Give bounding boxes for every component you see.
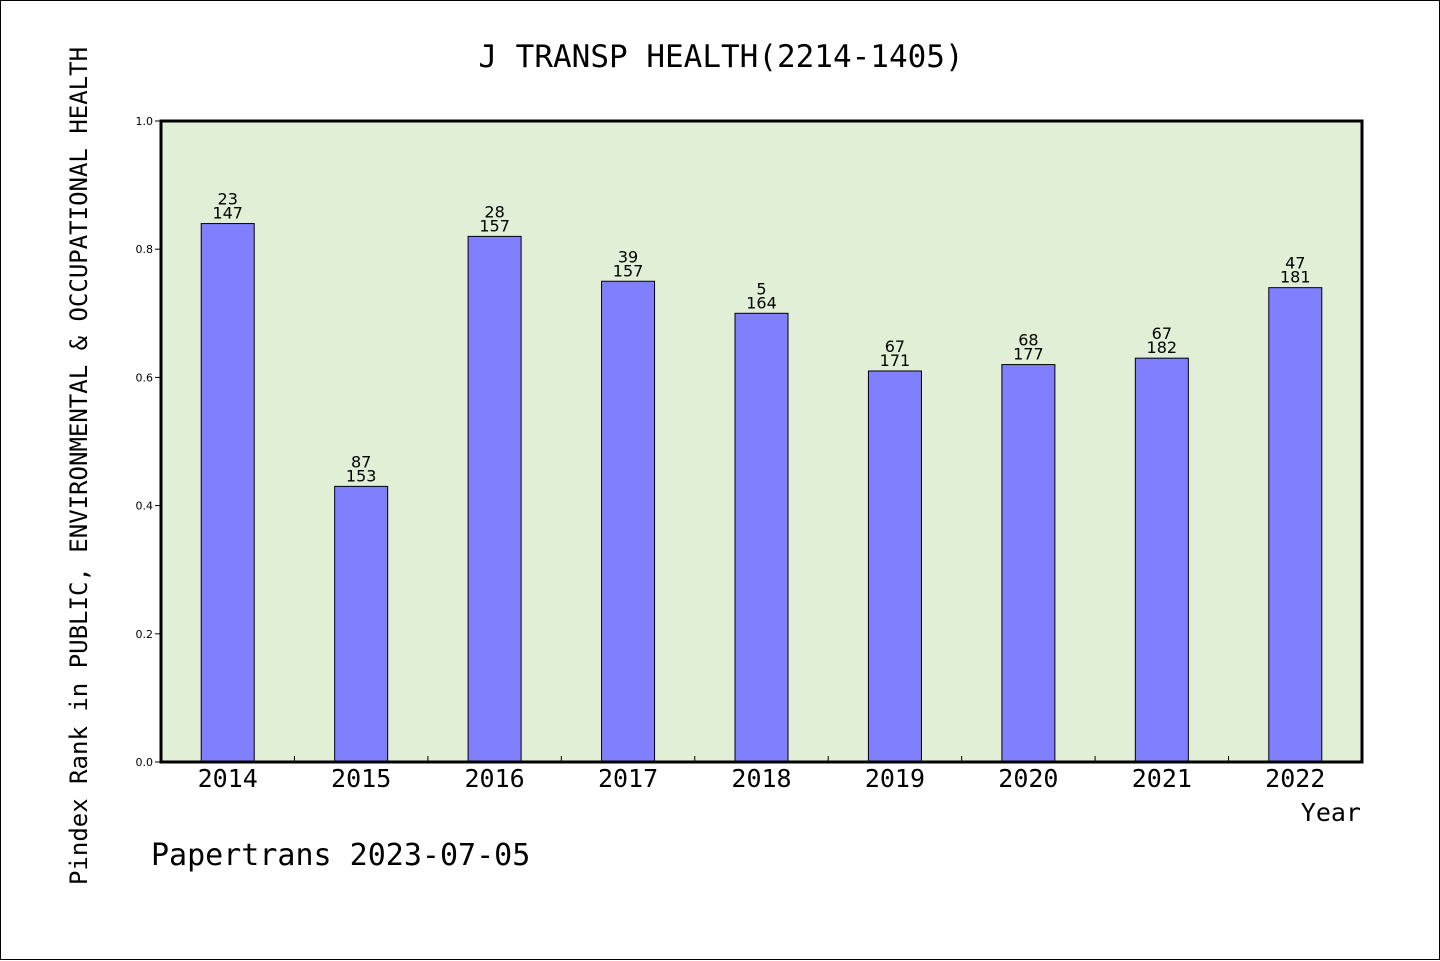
- bar-rank-label-2022: 47: [1285, 254, 1305, 273]
- bar-total-label-2015: 153: [346, 466, 377, 485]
- y-tick-label: 0.0: [136, 756, 154, 769]
- bars-layer: 2314787153281573915751646717168177671824…: [200, 190, 1323, 763]
- x-tick-label-2016: 2016: [465, 764, 525, 793]
- bar-total-label-2021: 182: [1147, 338, 1178, 357]
- y-tick-label: 0.2: [136, 628, 154, 641]
- bar-total-label-2018: 164: [746, 293, 777, 312]
- bar-2016: [467, 235, 522, 763]
- x-tick-label-2021: 2021: [1132, 764, 1192, 793]
- x-axis-label: Year: [1301, 798, 1361, 827]
- bar-2020: [1001, 364, 1056, 763]
- x-tick-label-2015: 2015: [331, 764, 391, 793]
- bar-total-label-2020: 177: [1013, 345, 1044, 364]
- bar-2021: [1134, 357, 1189, 763]
- x-tick-label-2014: 2014: [198, 764, 258, 793]
- y-tick-label: 0.6: [136, 371, 154, 384]
- ticks-layer: 2014 2015 2016 2017 2018 2019 2020 2021 2022 0.0 0…: [136, 115, 1326, 793]
- bar-rank-label-2018: 5: [756, 279, 766, 298]
- bar-2019: [867, 370, 922, 763]
- bar-total-label-2016: 157: [479, 216, 510, 235]
- bar-total-label-2014: 147: [212, 204, 243, 223]
- bar-rank-label-2016: 28: [484, 202, 504, 221]
- y-tick-label: 0.8: [136, 243, 154, 256]
- bar-2017: [601, 280, 656, 763]
- bar-2014: [200, 223, 255, 763]
- bar-total-label-2019: 171: [880, 351, 911, 370]
- x-tick-label-2018: 2018: [731, 764, 791, 793]
- footer-credit: Papertrans 2023-07-05: [151, 838, 530, 873]
- chart-title: J TRANSP HEALTH(2214-1405): [478, 39, 963, 75]
- bar-rank-label-2015: 87: [351, 452, 371, 471]
- bar-rank-label-2021: 67: [1152, 324, 1172, 343]
- bar-rank-label-2019: 67: [885, 337, 905, 356]
- bar-2015: [334, 485, 389, 763]
- bar-total-label-2017: 157: [613, 261, 644, 280]
- y-tick-label: 1.0: [136, 115, 154, 128]
- bar-rank-label-2020: 68: [1018, 331, 1038, 350]
- bar-total-label-2022: 181: [1280, 268, 1311, 287]
- y-tick-label: 0.4: [136, 500, 154, 513]
- y-axis-label: Pindex Rank in PUBLIC, ENVIRONMENTAL & O…: [65, 47, 93, 885]
- bar-2018: [734, 312, 789, 763]
- plot-border: [159, 119, 1364, 764]
- bar-rank-label-2017: 39: [618, 247, 638, 266]
- x-tick-label-2019: 2019: [865, 764, 925, 793]
- bar-2022: [1268, 287, 1323, 763]
- x-tick-label-2020: 2020: [998, 764, 1058, 793]
- x-tick-label-2017: 2017: [598, 764, 658, 793]
- x-tick-label-2022: 2022: [1265, 764, 1325, 793]
- bar-rank-label-2014: 23: [218, 190, 238, 209]
